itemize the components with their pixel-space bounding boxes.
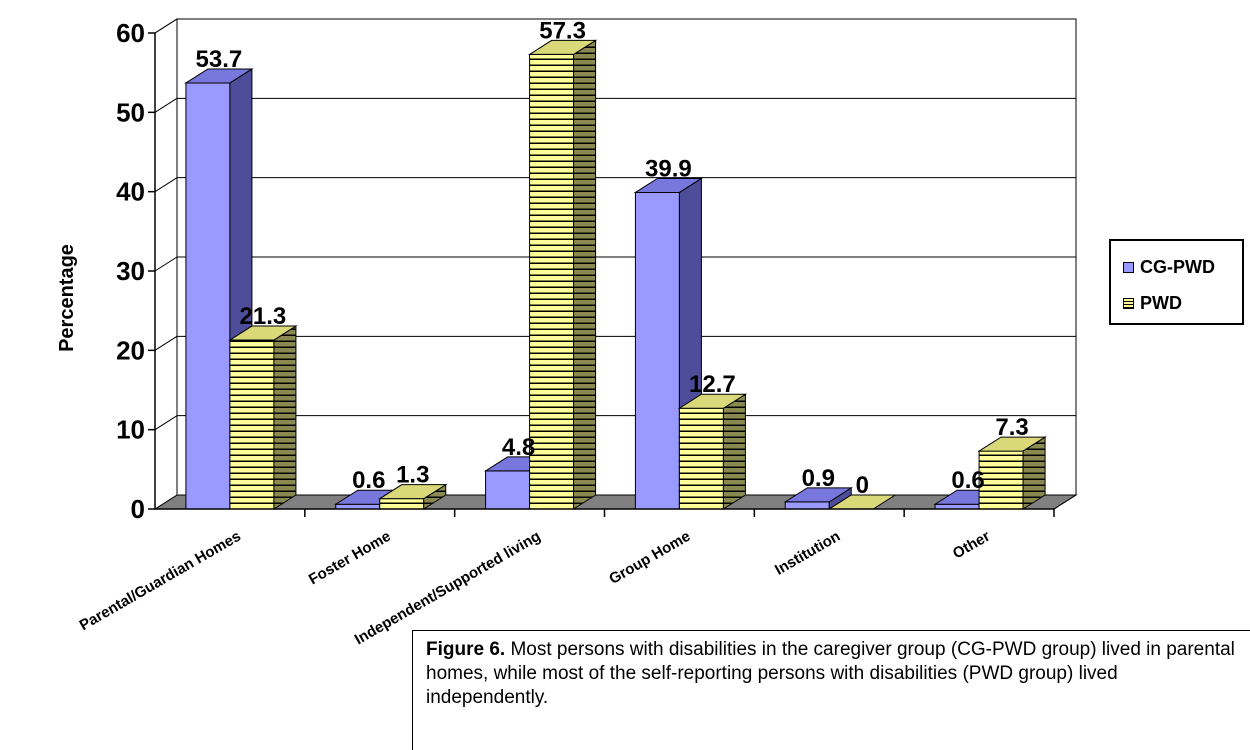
data-label-cg-pwd: 53.7: [196, 46, 243, 73]
legend-swatch-pwd: [1123, 298, 1134, 309]
bar-top-cg-pwd: [184, 68, 254, 84]
gridline-diagonal: [154, 177, 178, 193]
x-tick-label: Foster Home: [306, 528, 394, 589]
y-tick-label: 0: [131, 494, 145, 524]
gridline-diagonal: [154, 415, 178, 431]
legend-item-pwd: PWD: [1123, 293, 1182, 314]
bar-cg-pwd: [485, 470, 531, 510]
caption-label: Figure 6.: [426, 639, 506, 660]
bar-top-cg-pwd: [633, 177, 704, 193]
data-labels: 53.7 21.3 0.6 1.3 4.8 57.3 39.9 12.7 0.9 0 0.6 7.3: [196, 17, 1029, 499]
bars: [184, 39, 1047, 510]
data-label-pwd: 1.3: [396, 462, 429, 489]
data-label-pwd: 0: [856, 472, 869, 499]
bar-pwd: [379, 498, 425, 510]
bar-cg-pwd: [185, 82, 231, 510]
bar-top-pwd: [228, 325, 298, 341]
y-tick-label: 40: [116, 177, 145, 207]
bar-pwd: [229, 339, 275, 510]
x-tick-label: Institution: [772, 528, 843, 579]
data-label-cg-pwd: 4.8: [502, 434, 535, 461]
legend-swatch-cg-pwd: [1123, 262, 1134, 273]
data-label-pwd: 21.3: [240, 303, 287, 330]
y-tick-label: 20: [116, 335, 145, 365]
y-tick-label: 10: [116, 415, 145, 445]
data-label-pwd: 12.7: [689, 371, 736, 398]
bar-side-pwd: [573, 39, 597, 510]
bar-side-pwd: [722, 393, 746, 510]
data-label-cg-pwd: 0.9: [802, 465, 835, 492]
bar-side-pwd: [273, 325, 297, 510]
gridline-diagonal: [154, 256, 178, 272]
legend-item-cg-pwd: CG-PWD: [1123, 257, 1215, 278]
bar-pwd: [978, 450, 1024, 510]
data-label-cg-pwd: 0.6: [951, 467, 984, 494]
legend-label-pwd: PWD: [1140, 293, 1182, 313]
floor-edge: [1053, 494, 1077, 510]
figure-caption: Figure 6. Most persons with disabilities…: [412, 630, 1250, 750]
bar-top-pwd: [378, 484, 448, 500]
gridline-diagonal: [154, 335, 178, 351]
bar-pwd: [529, 53, 575, 510]
bar-top-pwd: [527, 39, 598, 55]
bar-pwd: [678, 407, 724, 510]
legend-label-cg-pwd: CG-PWD: [1140, 257, 1215, 277]
y-tick-label: 60: [116, 18, 145, 48]
bar-cg-pwd: [634, 191, 680, 510]
x-tick-label: Group Home: [606, 528, 693, 588]
data-label-cg-pwd: 0.6: [352, 467, 385, 494]
y-axis-label: Percentage: [56, 244, 78, 352]
bar-top-pwd: [977, 436, 1047, 452]
caption-text: Most persons with disabilities in the ca…: [426, 639, 1235, 708]
y-tick-label: 30: [116, 256, 145, 286]
data-label-pwd: 7.3: [995, 414, 1028, 441]
legend: CG-PWD PWD: [1109, 239, 1244, 325]
y-tick-label: 50: [116, 97, 145, 127]
data-label-pwd: 57.3: [539, 17, 586, 44]
x-axis: Parental/Guardian Homes Foster HomeIndepe…: [77, 494, 1077, 648]
bar-top-pwd: [677, 393, 748, 409]
data-label-cg-pwd: 39.9: [645, 155, 692, 182]
gridline-diagonal: [154, 97, 178, 113]
bar-top-cg-pwd: [783, 487, 853, 503]
gridline-diagonal: [154, 18, 178, 34]
bar-cg-pwd: [784, 501, 830, 510]
y-axis: 0 10 20 30 40 50 60: [116, 18, 156, 524]
x-tick-label: Other: [950, 528, 993, 563]
x-tick-label: Parental/Guardian Homes: [77, 528, 244, 634]
